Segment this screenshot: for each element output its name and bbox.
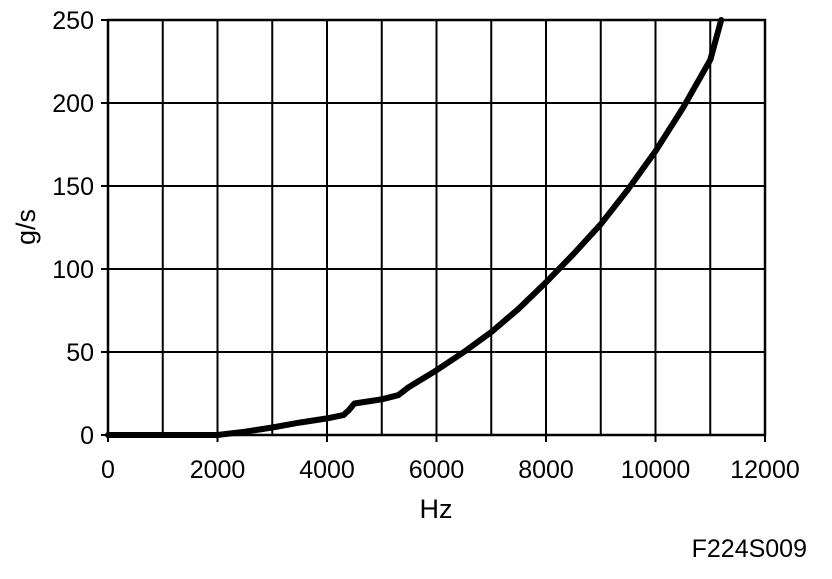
y-tick-label: 50 <box>66 339 94 367</box>
x-tick-label: 10000 <box>621 456 691 484</box>
x-tick-label: 6000 <box>409 456 465 484</box>
y-axis-title: g/s <box>11 209 41 245</box>
x-tick-label: 0 <box>101 456 115 484</box>
grid <box>108 20 765 435</box>
y-tick-label: 150 <box>52 173 94 201</box>
x-tick-label: 4000 <box>299 456 355 484</box>
figure-code: F224S009 <box>692 535 807 563</box>
axes <box>101 18 767 442</box>
x-tick-label: 12000 <box>730 456 800 484</box>
tick-labels: 0 2000 4000 6000 8000 10000 12000 0 50 100 150 200 2… <box>52 7 799 484</box>
y-tick-label: 0 <box>80 422 94 450</box>
x-tick-label: 2000 <box>190 456 246 484</box>
y-tick-label: 200 <box>52 90 94 118</box>
series-layer <box>105 17 725 438</box>
y-tick-label: 100 <box>52 256 94 284</box>
y-tick-label: 250 <box>52 7 94 35</box>
series-line <box>105 17 725 438</box>
x-axis-title: Hz <box>420 494 453 524</box>
x-tick-label: 8000 <box>518 456 574 484</box>
